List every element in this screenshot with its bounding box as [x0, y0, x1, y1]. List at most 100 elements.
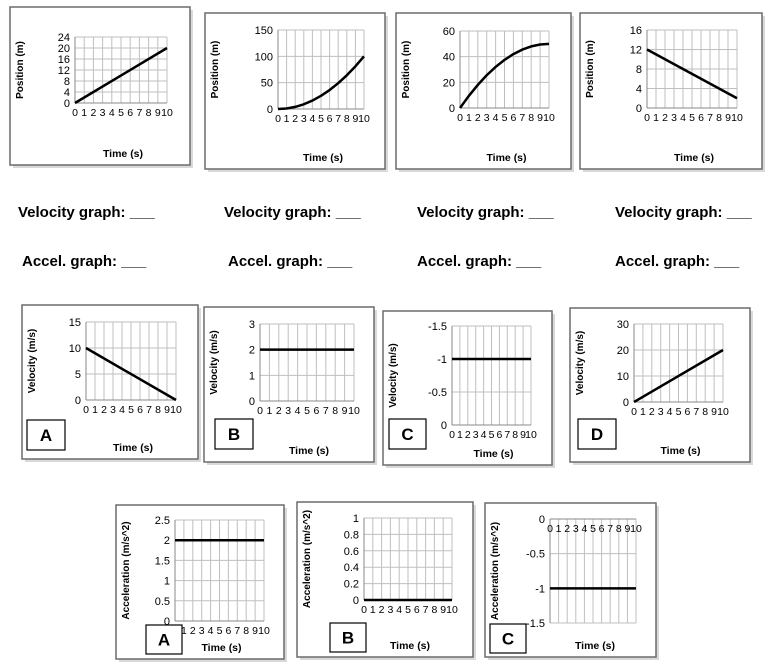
x-tick-label: 9 [440, 604, 446, 616]
y-tick-label: -1.5 [526, 618, 545, 630]
x-tick-label: 4 [119, 404, 125, 416]
x-tick-label: 10 [446, 604, 458, 616]
x-tick-label: 5 [118, 107, 124, 119]
y-tick-label: 100 [255, 51, 273, 63]
option-label-box [577, 418, 617, 450]
x-tick-label: 4 [396, 604, 402, 616]
y-tick-label: 0 [539, 514, 545, 526]
x-tick-label: 3 [671, 112, 677, 124]
x-tick-label: 4 [309, 113, 315, 125]
x-tick-label: 2 [564, 523, 570, 535]
x-tick-label: 6 [599, 523, 605, 535]
x-tick-label: 3 [110, 404, 116, 416]
x-tick-label: 0 [547, 523, 553, 535]
y-tick-label: 0 [75, 395, 81, 407]
y-tick-label: 0 [441, 420, 447, 432]
x-tick-label: 6 [313, 405, 319, 417]
x-tick-label: 6 [137, 404, 143, 416]
y-tick-label: -1 [437, 354, 447, 366]
x-tick-label: 9 [352, 113, 358, 125]
y-axis-title: Velocity (m/s) [27, 329, 38, 393]
series-line [85, 346, 177, 402]
y-tick-label: 5 [75, 369, 81, 381]
x-tick-label: 6 [327, 113, 333, 125]
x-tick-label: 10 [348, 405, 360, 417]
x-axis-title: Time (s) [390, 640, 430, 652]
x-tick-label: 2 [292, 113, 298, 125]
y-tick-label: 16 [630, 25, 642, 37]
y-axis-title: Acceleration (m/s^2) [490, 522, 501, 620]
option-label-box [214, 418, 254, 450]
option-label: D [591, 425, 603, 444]
x-tick-label: 10 [161, 107, 173, 119]
y-tick-label: 10 [69, 343, 81, 355]
series-line [74, 46, 168, 105]
x-tick-label: 8 [528, 112, 534, 124]
y-tick-label: 4 [64, 87, 70, 99]
x-tick-label: 4 [493, 112, 499, 124]
y-tick-label: 12 [630, 45, 642, 57]
x-tick-label: 1 [653, 112, 659, 124]
option-label: B [228, 425, 240, 444]
x-tick-label: 8 [344, 113, 350, 125]
x-tick-label: 1 [92, 404, 98, 416]
x-tick-label: 9 [342, 405, 348, 417]
y-tick-label: 60 [443, 26, 455, 38]
x-tick-label: 0 [72, 107, 78, 119]
x-tick-label: 8 [431, 604, 437, 616]
x-tick-label: 3 [387, 604, 393, 616]
x-tick-label: 3 [100, 107, 106, 119]
x-tick-label: 10 [525, 429, 537, 441]
y-tick-label: 50 [261, 78, 273, 90]
x-tick-label: 9 [520, 429, 526, 441]
x-tick-label: 10 [258, 625, 270, 637]
y-tick-label: 0.8 [344, 529, 359, 541]
y-tick-label: 150 [255, 25, 273, 37]
x-tick-label: 1 [284, 113, 290, 125]
x-tick-label: 6 [698, 112, 704, 124]
x-tick-label: 10 [731, 112, 743, 124]
y-axis-title: Acceleration (m/s^2) [121, 521, 132, 619]
accel-graph-blank-1: Accel. graph: ___ [22, 253, 147, 270]
y-tick-label: 40 [443, 52, 455, 64]
x-tick-label: 9 [155, 107, 161, 119]
x-tick-label: 10 [170, 404, 182, 416]
x-tick-label: 1 [81, 107, 87, 119]
x-tick-label: 6 [684, 406, 690, 418]
x-tick-label: 0 [275, 113, 281, 125]
accel-graph-blank-2: Accel. graph: ___ [228, 253, 353, 270]
x-tick-label: 9 [252, 625, 258, 637]
x-tick-label: 5 [128, 404, 134, 416]
option-label-box [489, 623, 527, 654]
x-tick-label: 10 [358, 113, 370, 125]
y-tick-label: 1 [353, 513, 359, 525]
x-tick-label: 10 [717, 406, 729, 418]
y-tick-label: 0 [249, 396, 255, 408]
y-tick-label: -0.5 [428, 387, 447, 399]
y-axis-title: Position (m) [15, 41, 26, 99]
x-tick-label: 1 [181, 625, 187, 637]
y-tick-label: 4 [636, 84, 642, 96]
x-tick-label: 4 [667, 406, 673, 418]
x-tick-label: 8 [512, 429, 518, 441]
y-tick-label: -0.5 [526, 549, 545, 561]
x-tick-label: 7 [519, 112, 525, 124]
y-tick-label: 1 [164, 576, 170, 588]
x-tick-label: 7 [146, 404, 152, 416]
y-tick-label: -1 [535, 583, 545, 595]
x-tick-label: 0 [644, 112, 650, 124]
option-label-box [329, 622, 367, 653]
x-tick-label: 1 [466, 112, 472, 124]
y-tick-label: 0.2 [344, 579, 359, 591]
x-tick-label: 2 [649, 406, 655, 418]
x-tick-label: 7 [693, 406, 699, 418]
x-tick-label: 5 [304, 405, 310, 417]
x-tick-label: 1 [266, 405, 272, 417]
y-tick-label: 12 [58, 65, 70, 77]
y-axis-title: Acceleration (m/s^2) [302, 510, 313, 608]
y-tick-label: 2.5 [155, 515, 170, 527]
